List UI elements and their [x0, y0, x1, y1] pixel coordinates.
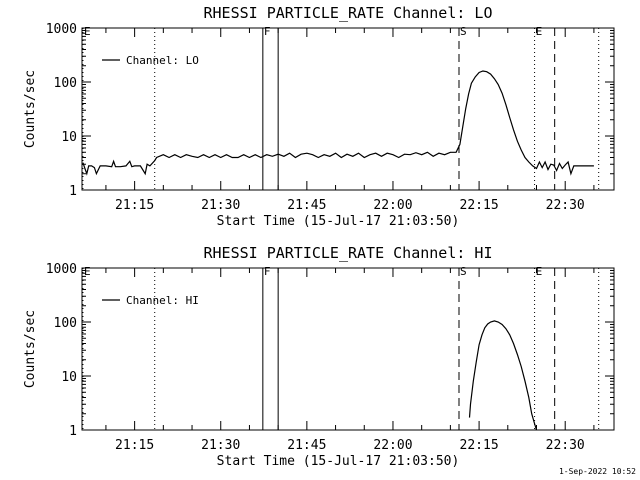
event-marker-label: E: [536, 265, 543, 278]
chart-title: RHESSI PARTICLE_RATE Channel: LO: [204, 4, 493, 22]
x-tick-label: 22:30: [546, 198, 585, 213]
event-marker-label: E: [84, 265, 91, 278]
x-tick-label: 21:45: [287, 438, 326, 453]
footer-timestamp: 1-Sep-2022 10:52: [558, 467, 636, 476]
series-line: [82, 70, 594, 176]
legend-label: Channel: LO: [126, 54, 199, 67]
plot-frame: [81, 267, 615, 431]
y-axis-label: Counts/sec: [23, 70, 38, 148]
y-tick-label: 10: [61, 130, 77, 145]
chart-title: RHESSI PARTICLE_RATE Channel: HI: [204, 244, 493, 262]
y-tick-label: 1000: [46, 262, 77, 277]
x-tick-label: 21:15: [115, 438, 154, 453]
event-marker-label: S: [460, 25, 467, 38]
y-tick-label: 100: [54, 316, 77, 331]
x-tick-label: 22:15: [460, 198, 499, 213]
event-marker-label: F: [264, 25, 271, 38]
x-tick-label: 21:15: [115, 198, 154, 213]
x-axis-label: Start Time (15-Jul-17 21:03:50): [217, 214, 460, 229]
event-marker-label: S: [460, 265, 467, 278]
y-axis-label: Counts/sec: [23, 310, 38, 388]
y-tick-label: 1: [69, 424, 77, 439]
x-tick-label: 22:30: [546, 438, 585, 453]
y-tick-label: 1000: [46, 22, 77, 37]
x-tick-label: 22:00: [373, 198, 412, 213]
event-marker-label: E: [536, 25, 543, 38]
x-tick-label: 22:00: [373, 438, 412, 453]
plot-frame: [81, 27, 615, 191]
series-line: [468, 320, 538, 431]
y-tick-label: 100: [54, 76, 77, 91]
x-tick-label: 21:30: [201, 198, 240, 213]
x-axis-label: Start Time (15-Jul-17 21:03:50): [217, 454, 460, 469]
x-tick-label: 21:30: [201, 438, 240, 453]
y-tick-label: 1: [69, 184, 77, 199]
event-marker-label: F: [264, 265, 271, 278]
x-tick-label: 21:45: [287, 198, 326, 213]
event-marker-label: E: [84, 25, 91, 38]
x-tick-label: 22:15: [460, 438, 499, 453]
legend-label: Channel: HI: [126, 294, 199, 307]
y-tick-label: 10: [61, 370, 77, 385]
